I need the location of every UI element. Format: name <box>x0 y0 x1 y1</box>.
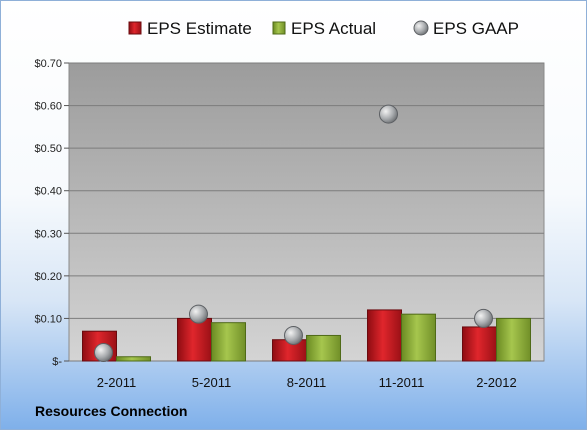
y-axis-ticks: $- $0.10 $0.20 $0.30 $0.40 $0.50 $0.60 $0.70 <box>34 58 62 368</box>
y-tick-label: $0.50 <box>34 143 62 155</box>
x-tick-label: 2-2012 <box>476 375 516 390</box>
legend: EPS Estimate EPS Actual EPS GAAP <box>128 19 519 38</box>
y-tick-label: $0.30 <box>34 228 62 240</box>
legend-swatch-eps-actual <box>272 21 286 35</box>
eps-estimate-bar <box>367 309 402 362</box>
legend-swatch-eps-estimate <box>128 21 142 35</box>
eps-estimate-bar <box>462 326 497 362</box>
eps-gaap-point <box>94 342 113 362</box>
eps-actual-bar <box>211 322 246 362</box>
legend-label: EPS GAAP <box>433 19 519 38</box>
eps-estimate-bar <box>177 317 212 362</box>
gaap-points <box>94 104 493 362</box>
y-tick-label: $0.10 <box>34 313 62 325</box>
legend-label: EPS Estimate <box>147 19 252 38</box>
eps-actual-bar <box>116 356 151 362</box>
y-tick-label: $0.60 <box>34 101 62 113</box>
x-tick-label: 5-2011 <box>192 375 232 390</box>
y-tick-label: $0.70 <box>34 58 62 70</box>
x-tick-label: 11-2011 <box>379 375 425 390</box>
x-tick-label: 8-2011 <box>287 375 327 390</box>
y-tick-label: $- <box>52 356 62 368</box>
legend-swatch-eps-gaap <box>413 20 429 36</box>
y-tick-label: $0.40 <box>34 186 62 198</box>
eps-gaap-point <box>189 304 208 324</box>
eps-gaap-point <box>474 308 493 328</box>
eps-gaap-point <box>379 104 398 124</box>
legend-label: EPS Actual <box>291 19 376 38</box>
eps-actual-bar <box>401 313 436 362</box>
eps-actual-bar <box>496 317 531 362</box>
eps-actual-bar <box>306 334 341 362</box>
plot-area <box>68 62 545 362</box>
y-tick-label: $0.20 <box>34 271 62 283</box>
x-tick-label: 2-2011 <box>97 375 137 390</box>
gridlines <box>64 62 544 362</box>
x-axis-ticks: 2-2011 5-2011 8-2011 11-2011 2-2012 <box>97 375 517 390</box>
eps-gaap-point <box>284 325 303 345</box>
company-name: Resources Connection <box>35 403 188 419</box>
